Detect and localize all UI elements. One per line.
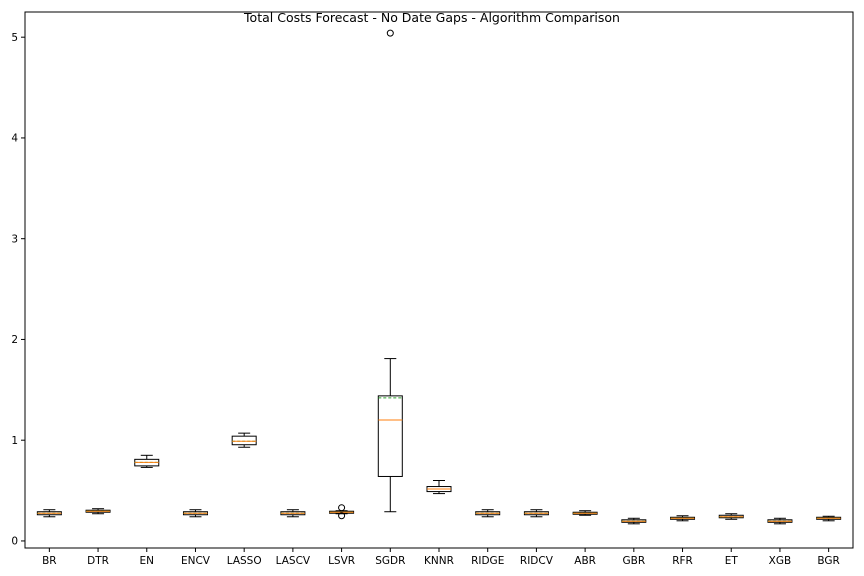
- box-lsvr: [329, 504, 355, 520]
- box-sgdr: [377, 29, 403, 513]
- box-en: [134, 454, 160, 468]
- iqr-box: [377, 395, 403, 477]
- x-tick-label-encv: ENCV: [181, 555, 211, 567]
- y-tick-label: 1: [11, 435, 18, 447]
- x-tick-label-lsvr: LSVR: [328, 555, 355, 567]
- x-tick-label-bgr: BGR: [817, 555, 839, 567]
- x-tick-label-rfr: RFR: [672, 555, 693, 567]
- x-tick-label-ridcv: RIDCV: [520, 555, 554, 567]
- box-xgb: [767, 517, 793, 525]
- box-lasso: [231, 432, 257, 448]
- y-tick-label: 2: [11, 334, 18, 346]
- x-tick-label-xgb: XGB: [769, 555, 792, 567]
- x-tick-label-lascv: LASCV: [276, 555, 311, 567]
- box-lascv: [280, 509, 306, 518]
- x-tick-label-en: EN: [140, 555, 155, 567]
- x-tick-label-et: ET: [725, 555, 739, 567]
- box-et: [718, 513, 744, 520]
- box-encv: [182, 509, 208, 518]
- x-tick-label-gbr: GBR: [623, 555, 646, 567]
- box-dtr: [85, 508, 111, 515]
- x-tick-label-br: BR: [42, 555, 57, 567]
- box-bgr: [816, 515, 842, 522]
- box-abr: [572, 510, 598, 516]
- x-tick-label-sgdr: SGDR: [375, 555, 405, 567]
- x-tick-label-ridge: RIDGE: [471, 555, 504, 567]
- box-rfr: [670, 515, 696, 522]
- outlier-point: [386, 29, 394, 37]
- box-ridge: [475, 509, 501, 518]
- y-tick-label: 0: [11, 536, 18, 548]
- x-tick-label-lasso: LASSO: [227, 555, 262, 567]
- x-tick-label-knnr: KNNR: [424, 555, 454, 567]
- box-knnr: [426, 479, 452, 495]
- x-tick-label-abr: ABR: [574, 555, 596, 567]
- box-gbr: [621, 517, 647, 525]
- y-tick-label: 4: [11, 133, 18, 145]
- outlier-point: [338, 512, 346, 520]
- outlier-point: [338, 504, 346, 512]
- plot-frame: [24, 11, 854, 549]
- x-tick-label-dtr: DTR: [87, 555, 109, 567]
- y-tick-label: 5: [11, 32, 18, 44]
- y-tick-label: 3: [11, 233, 18, 245]
- box-br: [36, 509, 62, 518]
- iqr-box: [231, 435, 257, 446]
- box-ridcv: [523, 509, 549, 518]
